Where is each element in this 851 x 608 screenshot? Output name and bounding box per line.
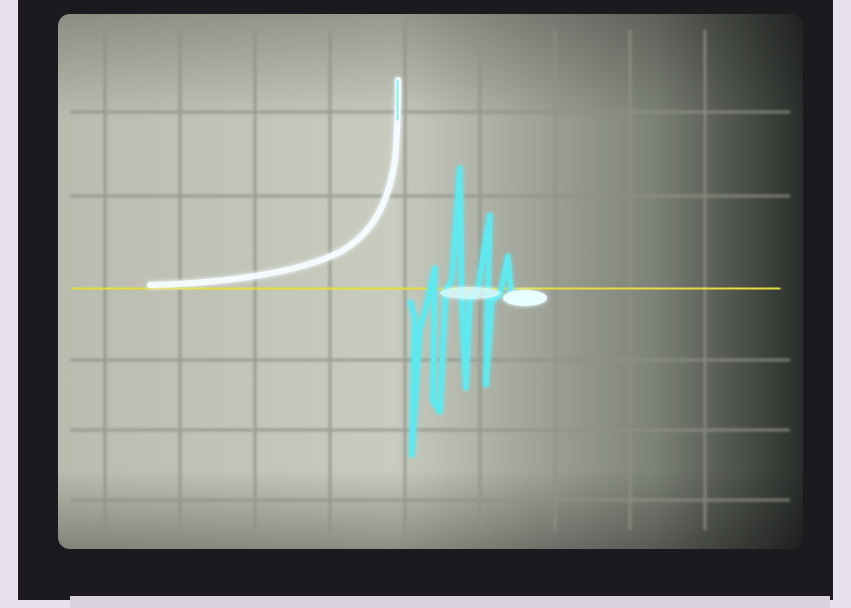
bezel-bottom: [70, 596, 830, 608]
page: [0, 0, 851, 608]
oscilloscope-photo: [0, 0, 851, 608]
cyan-blob: [503, 290, 547, 306]
trace-tip: [397, 80, 398, 120]
yellow-trace: [72, 288, 780, 289]
cyan-blob: [440, 287, 500, 299]
